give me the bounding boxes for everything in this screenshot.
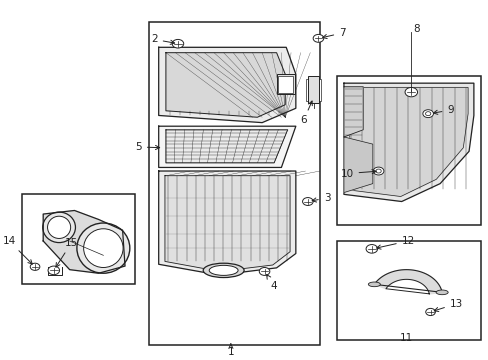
Polygon shape: [349, 87, 467, 197]
Polygon shape: [159, 47, 295, 123]
Bar: [278, 76, 293, 93]
Circle shape: [404, 87, 417, 97]
Polygon shape: [159, 126, 295, 167]
Polygon shape: [343, 87, 363, 137]
Polygon shape: [159, 171, 295, 275]
Circle shape: [172, 40, 183, 48]
Polygon shape: [164, 176, 289, 271]
Circle shape: [425, 309, 434, 316]
Polygon shape: [343, 137, 372, 193]
Text: 2: 2: [151, 35, 174, 44]
Bar: [21, 194, 134, 284]
Bar: [336, 76, 480, 225]
Bar: [149, 22, 319, 345]
Text: 15: 15: [56, 238, 78, 267]
Circle shape: [425, 112, 430, 116]
Text: 5: 5: [135, 142, 159, 152]
Text: 11: 11: [399, 333, 412, 343]
Text: 3: 3: [311, 193, 330, 203]
Ellipse shape: [47, 216, 70, 238]
Polygon shape: [165, 53, 285, 117]
Circle shape: [302, 198, 312, 206]
Text: 9: 9: [432, 105, 453, 115]
Ellipse shape: [367, 282, 380, 287]
Bar: [276, 74, 294, 94]
Ellipse shape: [203, 263, 244, 278]
Text: 1: 1: [227, 344, 234, 357]
Circle shape: [312, 35, 323, 42]
Ellipse shape: [42, 212, 75, 243]
Text: 13: 13: [433, 299, 462, 311]
Bar: [308, 76, 318, 103]
Bar: [336, 241, 480, 339]
Circle shape: [30, 263, 40, 270]
Text: 4: 4: [266, 275, 277, 291]
Circle shape: [48, 266, 60, 275]
Ellipse shape: [435, 290, 447, 295]
Polygon shape: [43, 211, 125, 273]
Text: 7: 7: [322, 28, 345, 39]
Circle shape: [375, 169, 381, 173]
Ellipse shape: [209, 265, 238, 275]
Polygon shape: [165, 130, 287, 163]
Ellipse shape: [77, 223, 129, 273]
Text: 6: 6: [300, 101, 312, 125]
Ellipse shape: [83, 229, 123, 267]
Polygon shape: [374, 270, 441, 294]
Bar: [306, 79, 320, 101]
Text: 14: 14: [2, 236, 32, 264]
Text: 8: 8: [412, 24, 419, 35]
Circle shape: [366, 244, 377, 253]
Circle shape: [259, 267, 269, 275]
Text: 12: 12: [376, 236, 414, 249]
Circle shape: [422, 110, 432, 118]
Circle shape: [372, 167, 383, 175]
Polygon shape: [343, 83, 473, 202]
Text: 10: 10: [340, 168, 375, 179]
